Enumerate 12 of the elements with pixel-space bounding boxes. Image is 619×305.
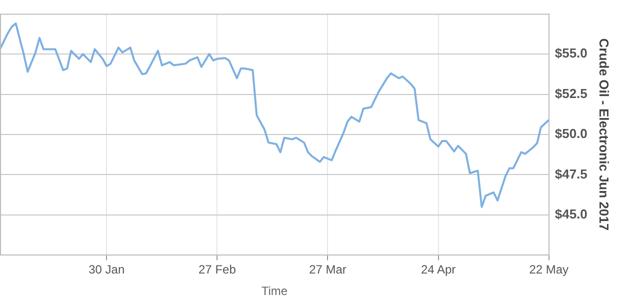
x-axis-title: Time (261, 284, 288, 298)
y-axis-title: Crude Oil - Electronic Jun 2017 (596, 38, 612, 231)
y-tick-label: $47.5 (554, 166, 588, 182)
y-tick-label: $50.0 (554, 126, 588, 142)
y-tick-label: $45.0 (554, 206, 588, 222)
x-tick-label: 22 May (529, 262, 569, 277)
x-tick-label: 30 Jan (88, 262, 125, 277)
x-tick-label: 27 Mar (309, 262, 346, 277)
x-tick-label: 27 Feb (198, 262, 236, 277)
y-tick-label: $55.0 (554, 46, 588, 61)
y-tick-label: $52.5 (554, 86, 588, 101)
x-tick-label: 24 Apr (420, 262, 456, 277)
